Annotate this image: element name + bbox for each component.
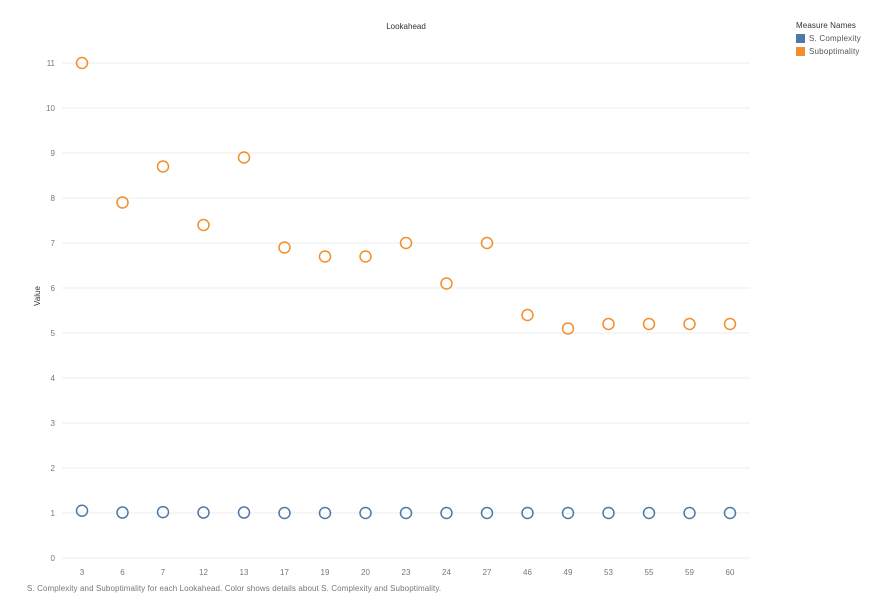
legend-swatch-suboptimality <box>796 47 805 56</box>
point-suboptimality-46[interactable] <box>521 308 534 322</box>
point-s-complexity-17[interactable] <box>278 506 291 520</box>
point-s-complexity-6[interactable] <box>116 506 129 519</box>
point-suboptimality-23[interactable] <box>399 236 413 250</box>
y-tick-label: 0 <box>51 554 56 563</box>
x-axis-ticks: 3 6 7 12 13 17 19 20 23 24 27 46 49 53 55 59 60 <box>80 568 735 577</box>
y-tick-label: 6 <box>51 284 56 293</box>
point-s-complexity-19[interactable] <box>318 506 332 520</box>
legend-item-suboptimality[interactable]: Suboptimality <box>796 45 861 58</box>
y-tick-label: 4 <box>51 374 56 383</box>
point-s-complexity-46[interactable] <box>521 506 534 520</box>
y-tick-label: 5 <box>51 329 56 338</box>
point-suboptimality-3[interactable] <box>75 56 89 70</box>
point-s-complexity-13[interactable] <box>237 506 251 519</box>
legend-label-suboptimality: Suboptimality <box>809 47 860 56</box>
y-tick-label: 11 <box>47 59 56 68</box>
point-s-complexity-23[interactable] <box>399 506 413 520</box>
x-tick-label: 46 <box>523 568 532 577</box>
x-tick-label: 6 <box>120 568 125 577</box>
point-suboptimality-55[interactable] <box>642 317 656 331</box>
point-suboptimality-6[interactable] <box>116 196 129 209</box>
chart-title: Lookahead <box>386 22 426 31</box>
x-tick-label: 27 <box>483 568 492 577</box>
point-suboptimality-59[interactable] <box>683 317 696 331</box>
legend-swatch-s-complexity <box>796 34 805 43</box>
x-tick-label: 19 <box>321 568 330 577</box>
x-tick-label: 13 <box>240 568 249 577</box>
chart-caption: S. Complexity and Suboptimality for each… <box>27 584 442 593</box>
x-tick-label: 60 <box>726 568 735 577</box>
y-tick-label: 1 <box>51 509 56 518</box>
legend-item-s-complexity[interactable]: S. Complexity <box>796 32 861 45</box>
y-tick-label: 3 <box>51 419 56 428</box>
data-points <box>75 56 737 520</box>
point-suboptimality-49[interactable] <box>561 322 575 335</box>
legend-label-s-complexity: S. Complexity <box>809 34 861 43</box>
x-tick-label: 24 <box>442 568 451 577</box>
point-s-complexity-20[interactable] <box>359 506 372 520</box>
y-tick-label: 10 <box>46 104 55 113</box>
point-s-complexity-59[interactable] <box>683 506 696 520</box>
y-axis-label: Value <box>33 286 42 306</box>
x-tick-label: 55 <box>645 568 654 577</box>
x-tick-label: 7 <box>161 568 166 577</box>
legend: Measure Names S. Complexity Suboptimalit… <box>796 21 861 58</box>
point-s-complexity-24[interactable] <box>440 506 453 520</box>
point-suboptimality-13[interactable] <box>237 151 251 164</box>
y-tick-label: 9 <box>51 149 56 158</box>
y-tick-label: 8 <box>51 194 56 203</box>
point-suboptimality-19[interactable] <box>318 250 332 263</box>
point-suboptimality-7[interactable] <box>156 160 170 173</box>
point-s-complexity-3[interactable] <box>75 504 89 517</box>
x-tick-label: 23 <box>402 568 411 577</box>
point-suboptimality-53[interactable] <box>602 317 615 331</box>
x-tick-label: 3 <box>80 568 85 577</box>
x-tick-label: 59 <box>685 568 694 577</box>
point-suboptimality-12[interactable] <box>197 218 210 232</box>
point-s-complexity-60[interactable] <box>723 506 737 520</box>
x-tick-label: 53 <box>604 568 613 577</box>
point-suboptimality-60[interactable] <box>723 317 737 331</box>
point-suboptimality-20[interactable] <box>359 250 372 263</box>
point-suboptimality-27[interactable] <box>480 236 494 250</box>
x-tick-label: 49 <box>564 568 573 577</box>
x-tick-label: 12 <box>199 568 208 577</box>
point-suboptimality-24[interactable] <box>440 277 453 290</box>
point-s-complexity-27[interactable] <box>480 506 494 520</box>
point-s-complexity-53[interactable] <box>602 506 615 520</box>
y-axis-ticks: 0 1 2 3 4 5 6 7 8 9 10 11 <box>46 59 55 563</box>
point-s-complexity-49[interactable] <box>561 506 575 520</box>
y-tick-label: 2 <box>51 464 56 473</box>
point-s-complexity-12[interactable] <box>197 506 210 519</box>
x-tick-label: 17 <box>280 568 289 577</box>
point-suboptimality-17[interactable] <box>278 241 291 254</box>
y-tick-label: 7 <box>51 239 56 248</box>
point-s-complexity-7[interactable] <box>156 505 170 519</box>
gridlines <box>62 62 750 559</box>
point-s-complexity-55[interactable] <box>642 506 656 520</box>
x-tick-label: 20 <box>361 568 370 577</box>
legend-title: Measure Names <box>796 21 856 30</box>
